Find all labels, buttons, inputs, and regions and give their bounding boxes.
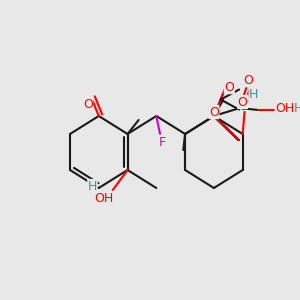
Text: O: O <box>209 106 219 118</box>
Text: F: F <box>158 136 165 148</box>
Text: O: O <box>243 74 253 86</box>
Text: O: O <box>238 95 248 109</box>
Text: O: O <box>224 81 234 94</box>
Text: OH: OH <box>275 101 295 115</box>
Text: H: H <box>88 179 97 193</box>
Text: H: H <box>294 101 300 115</box>
Text: H: H <box>249 88 258 100</box>
Text: OH: OH <box>94 191 113 205</box>
Text: O: O <box>83 98 93 110</box>
